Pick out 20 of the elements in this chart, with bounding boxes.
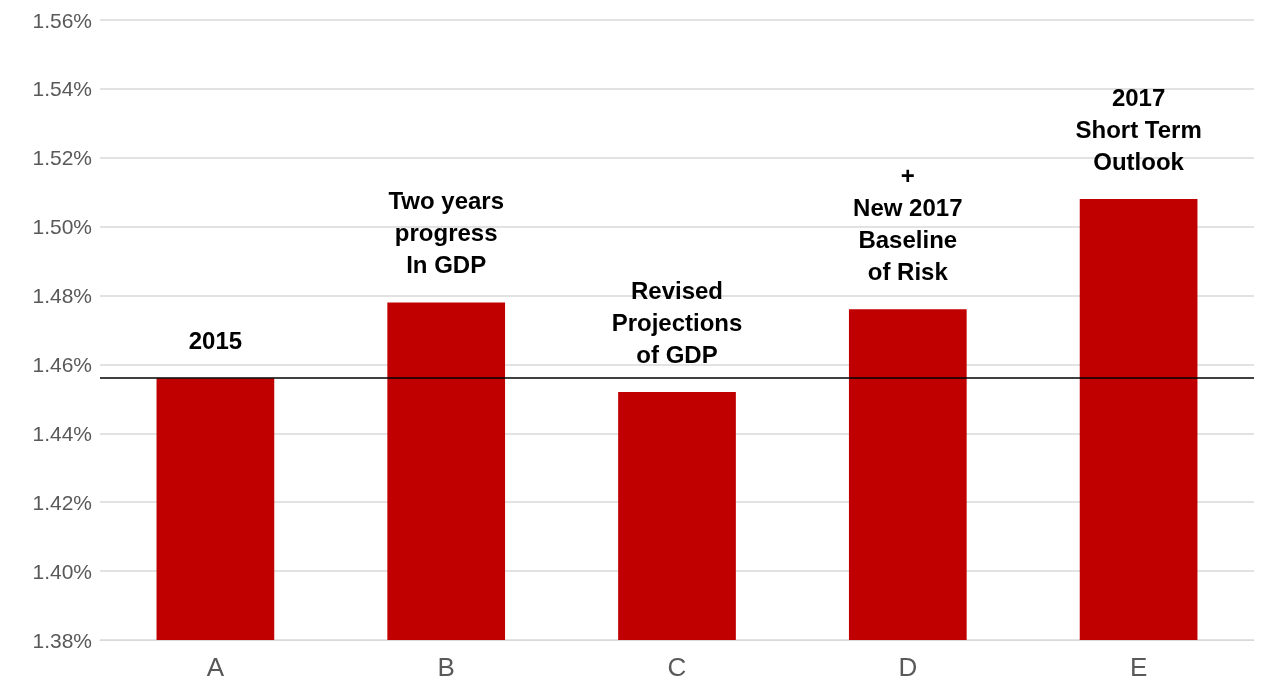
y-tick-label: 1.38% [32,628,92,652]
y-tick-label: 1.40% [32,559,92,583]
annotation: Two years progress In GDP [388,186,504,278]
y-tick-label: 1.56% [32,8,92,32]
y-tick-label: 1.44% [32,421,92,445]
x-tick-label: B [437,652,455,682]
y-tick-label: 1.50% [32,215,92,239]
y-tick-label: 1.46% [32,352,92,376]
y-tick-label: 1.42% [32,490,92,514]
y-tick-label: 1.52% [32,146,92,170]
y-tick-label: 1.48% [32,284,92,308]
annotation: 2017 Short Term Outlook [1075,83,1202,175]
x-tick-label: C [667,652,687,682]
y-tick-label: 1.54% [32,77,92,101]
x-tick-label: D [898,652,918,682]
annotation: Revised Projections of GDP [611,276,743,368]
annotation: + New 2017 Baseline of Risk [853,161,963,285]
x-tick-label: E [1129,652,1148,682]
annotation: 2015 [188,326,243,354]
x-tick-label: A [206,652,225,682]
